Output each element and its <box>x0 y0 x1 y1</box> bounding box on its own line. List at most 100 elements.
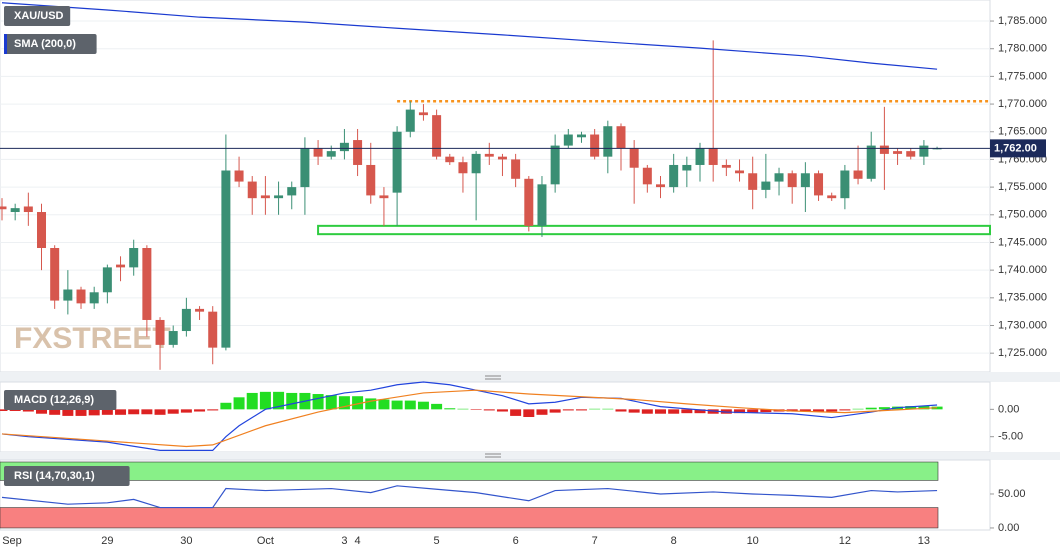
x-tick-label: 10 <box>747 535 759 547</box>
macd-bar <box>734 409 746 414</box>
macd-bar <box>457 408 469 410</box>
macd-bar <box>655 409 666 414</box>
candle-body <box>550 145 560 185</box>
candle-body <box>471 153 481 174</box>
candle-body <box>735 170 745 174</box>
macd-bar <box>681 409 693 414</box>
x-tick-label: 5 <box>434 535 440 547</box>
legend-label: SMA (200,0) <box>14 38 76 50</box>
candle-body <box>260 195 270 199</box>
x-tick-label: 12 <box>839 535 851 547</box>
candle-body <box>339 142 349 152</box>
candle-body <box>708 148 718 165</box>
candle-body <box>432 115 442 157</box>
macd-bar <box>523 409 535 417</box>
candle-body <box>50 248 60 301</box>
legend-label: MACD (12,26,9) <box>14 394 94 406</box>
y-tick-label: 1,780.000 <box>998 43 1047 55</box>
last-price-box <box>990 139 1046 158</box>
macd-bar <box>668 409 680 414</box>
sma-line <box>1 2 938 70</box>
candle-body <box>392 131 402 193</box>
macd-bar <box>352 396 364 410</box>
macd-bar <box>338 396 350 410</box>
watermark: FXSTREET <box>14 322 171 355</box>
macd-bar <box>483 409 495 411</box>
x-tick-label: 30 <box>180 535 192 547</box>
candle-body <box>511 159 521 179</box>
y-tick-label: 1,770.000 <box>998 98 1047 110</box>
legend-swatch <box>4 34 7 54</box>
macd-bar <box>154 409 166 415</box>
macd-bar <box>496 409 508 412</box>
macd-bar <box>0 409 8 411</box>
candle-body <box>879 145 889 154</box>
support-zone <box>317 224 991 236</box>
y-tick-label: 1,785.000 <box>998 15 1047 27</box>
y-tick-label: -5.00 <box>998 431 1023 443</box>
macd-bar <box>852 408 864 410</box>
y-tick-label: 1,750.000 <box>998 209 1047 221</box>
macd-bar <box>180 409 192 413</box>
macd-bar <box>549 409 561 413</box>
y-tick-label: 1,730.000 <box>998 319 1047 331</box>
macd-bar <box>839 409 851 411</box>
y-tick-label: 50.00 <box>998 488 1026 500</box>
macd-bar <box>510 409 522 416</box>
candle-body <box>129 248 139 268</box>
macd-bar <box>391 400 403 410</box>
macd-bar <box>62 409 74 416</box>
candle-body <box>405 109 415 132</box>
candle-body <box>445 156 455 163</box>
candle-body <box>497 156 507 160</box>
macd-bar <box>628 409 640 413</box>
macd-bar <box>602 408 614 410</box>
macd-bar <box>75 409 87 416</box>
macd-bar <box>88 409 100 416</box>
legend-box <box>4 34 97 54</box>
macd-bar <box>167 409 179 414</box>
candle-body <box>142 248 152 320</box>
macd-bar <box>378 399 390 410</box>
candle-body <box>195 308 205 312</box>
macd-bar <box>194 409 206 412</box>
panel-separator <box>0 372 1060 382</box>
macd-bar <box>246 392 258 410</box>
macd-bar <box>918 406 930 410</box>
y-tick-label: 1,745.000 <box>998 236 1047 248</box>
candle-body <box>287 187 297 196</box>
macd-panel <box>0 381 991 453</box>
candle-body <box>682 164 692 171</box>
candle-body <box>102 267 112 293</box>
candle-body <box>616 126 626 149</box>
macd-bar <box>562 409 574 411</box>
candle-body <box>221 170 231 348</box>
candle-body <box>63 289 73 301</box>
macd-line <box>1 389 938 448</box>
candle-body <box>656 184 665 188</box>
candle-body <box>761 181 771 190</box>
legend-label: XAU/USD <box>14 10 64 22</box>
candle-body <box>537 184 547 226</box>
macd-bar <box>878 407 890 410</box>
candle-body <box>576 134 586 138</box>
candle-body <box>353 140 363 165</box>
x-tick-label: 3 <box>341 535 347 547</box>
x-tick-label: 8 <box>671 535 677 547</box>
macd-bar <box>325 395 337 410</box>
candle-body <box>563 134 573 146</box>
candle-body <box>906 151 916 157</box>
macd-bar <box>220 402 232 410</box>
macd-bar <box>259 391 271 410</box>
candle-body <box>787 173 797 188</box>
x-tick-label: 29 <box>101 535 113 547</box>
y-tick-label: 1,725.000 <box>998 347 1047 359</box>
x-tick-label: 13 <box>918 535 930 547</box>
last-price-label: 1,762.00 <box>994 142 1037 154</box>
y-tick-label: 1,755.000 <box>998 181 1047 193</box>
candle-body <box>168 331 178 345</box>
candle-body <box>247 181 257 199</box>
overbought-zone <box>0 461 939 481</box>
macd-bar <box>115 409 127 415</box>
